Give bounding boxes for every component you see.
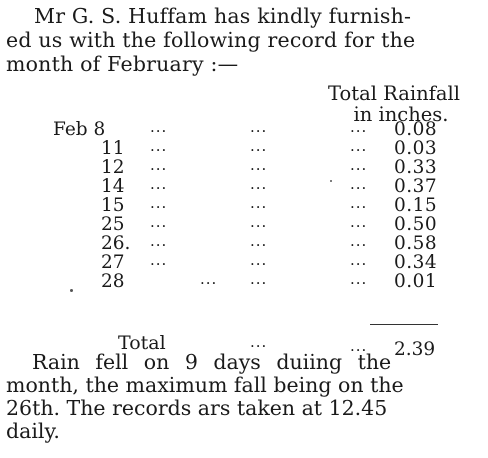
closing-line: Rain fell on 9 days duiing the — [32, 350, 392, 374]
leader-dots: ... — [200, 270, 218, 288]
day-label: 27 — [101, 252, 125, 273]
table-row: 14 ... ... ... 0.37 — [0, 175, 488, 197]
leader-dots: ... — [150, 213, 168, 231]
closing-line: daily. — [6, 419, 60, 443]
day-label: 12 — [101, 157, 125, 178]
leader-dots: ... — [150, 137, 168, 155]
total-divider — [370, 324, 438, 325]
rainfall-column-header: Total Rainfall in inches. — [300, 83, 488, 125]
leader-dots: ... — [150, 232, 168, 250]
leader-dots: ... — [350, 175, 368, 193]
total-label: Total — [118, 332, 166, 354]
leader-dots: ... — [350, 213, 368, 231]
table-row: 25 ... ... ... 0.50 — [0, 213, 488, 235]
intro-line: ed us with the following record for the — [6, 28, 416, 52]
leader-dots: ... — [150, 118, 168, 136]
total-value: 2.39 — [394, 339, 436, 360]
leader-dots: ... — [350, 137, 368, 155]
header-line: in inches. — [353, 103, 449, 126]
rainfall-value: 0.15 — [394, 195, 438, 216]
leader-dots: ... — [250, 213, 268, 231]
leader-dots: ... — [250, 194, 268, 212]
day-label: 26. — [101, 233, 131, 254]
day-label: 14 — [101, 176, 125, 197]
leader-dots: ... — [350, 194, 368, 212]
intro-line: month of February :— — [6, 52, 239, 76]
leader-dots: ... — [250, 175, 268, 193]
leader-dots: ... — [150, 251, 168, 269]
leader-dots: ... — [350, 232, 368, 250]
intro-paragraph: Mr G. S. Huffam has kindly furnish- ed u… — [6, 4, 484, 76]
table-row: 15 ... ... ... 0.15 — [0, 194, 488, 216]
leader-dots: ... — [350, 251, 368, 269]
rainfall-value: 0.03 — [394, 138, 438, 159]
rainfall-value: 0.50 — [394, 214, 438, 235]
leader-dots: ... — [350, 337, 368, 355]
rainfall-value: 0.34 — [394, 252, 438, 273]
leader-dots: ... — [250, 251, 268, 269]
print-speck — [70, 289, 73, 292]
leader-dots: ... — [150, 156, 168, 174]
leader-dots: ... — [350, 118, 368, 136]
rainfall-value: 0.58 — [394, 233, 438, 254]
rainfall-value: 0.01 — [394, 271, 438, 292]
day-label: 28 — [101, 271, 125, 292]
intro-line: Mr G. S. Huffam has kindly furnish- — [34, 4, 412, 28]
day-label: Feb 8 — [53, 119, 106, 140]
table-row: 27 ... ... ... 0.34 — [0, 251, 488, 273]
table-row: Feb 8 ... ... ... 0.08 — [0, 118, 488, 140]
rainfall-value: 0.37 — [394, 176, 438, 197]
leader-dots: ... — [150, 175, 168, 193]
table-row: 12 ... ... ... 0.33 — [0, 156, 488, 178]
rainfall-table: Feb 8 ... ... ... 0.08 11 ... ... ... 0.… — [0, 118, 488, 292]
leader-dots: ... — [250, 137, 268, 155]
leader-dots: ... — [350, 270, 368, 288]
closing-line: 26th. The records ars taken at 12.45 — [6, 396, 388, 420]
leader-dots: ... — [250, 118, 268, 136]
leader-dots: ... — [150, 194, 168, 212]
total-row: Total ... ... 2.39 — [0, 327, 488, 360]
leader-dots: ... — [250, 156, 268, 174]
day-label: 25 — [101, 214, 125, 235]
closing-line: month, the maximum fall being on the — [6, 373, 404, 397]
day-label: 15 — [101, 195, 125, 216]
closing-paragraph: Rain fell on 9 days duiing the month, th… — [6, 351, 484, 443]
leader-dots: ... — [350, 156, 368, 174]
day-label: 11 — [101, 138, 125, 159]
table-row: 28 ... ... ... 0.01 — [0, 270, 488, 292]
rainfall-value: 0.33 — [394, 157, 438, 178]
leader-dots: ... — [250, 232, 268, 250]
print-speck — [330, 180, 332, 182]
rainfall-value: 0.08 — [394, 119, 438, 140]
table-row: 11 ... ... ... 0.03 — [0, 137, 488, 159]
leader-dots: ... — [250, 270, 268, 288]
header-line: Total Rainfall — [328, 82, 460, 105]
leader-dots: ... — [250, 333, 268, 351]
table-row: 26. ... ... ... 0.58 — [0, 232, 488, 254]
